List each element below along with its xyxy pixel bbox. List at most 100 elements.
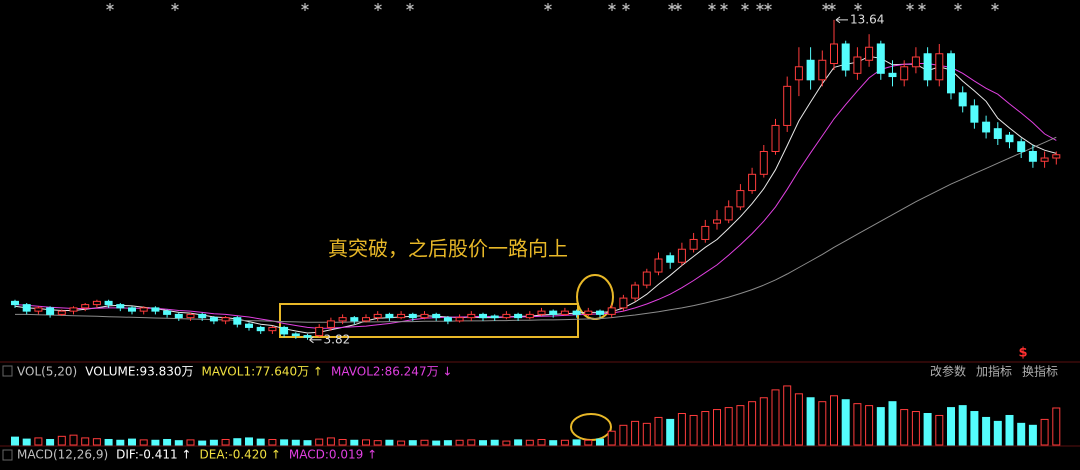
volume-bar bbox=[1040, 418, 1049, 446]
star-stroke bbox=[668, 4, 676, 10]
volume-bar bbox=[514, 439, 523, 446]
candle-body bbox=[163, 310, 172, 315]
indicator-label: MAVOL1:77.640万 ↑ bbox=[202, 365, 323, 379]
volume-bar bbox=[783, 385, 792, 446]
candle-body bbox=[736, 190, 745, 208]
candle-body bbox=[748, 173, 757, 192]
volume-bar bbox=[502, 440, 511, 446]
candle-body bbox=[467, 313, 476, 319]
candle-body bbox=[256, 326, 265, 332]
star-stroke bbox=[741, 4, 749, 10]
candle-body bbox=[677, 248, 686, 263]
candle-body bbox=[888, 72, 897, 78]
volume-bar bbox=[900, 409, 909, 446]
volume-bar bbox=[350, 439, 359, 446]
volume-bar bbox=[233, 438, 242, 446]
star-stroke bbox=[708, 4, 716, 10]
volume-bar bbox=[420, 439, 429, 446]
candle-body bbox=[970, 105, 979, 123]
ma-line bbox=[15, 136, 1057, 323]
candle-body bbox=[490, 315, 499, 319]
panel-button[interactable]: 改参数 bbox=[930, 364, 966, 379]
volume-bar bbox=[923, 413, 932, 446]
volume-bar bbox=[572, 439, 581, 446]
volume-bar bbox=[443, 440, 452, 446]
candle-body bbox=[806, 59, 815, 81]
candle-body bbox=[57, 310, 66, 315]
volume-bar bbox=[34, 437, 43, 446]
candle-body bbox=[607, 307, 616, 315]
volume-bar bbox=[724, 407, 733, 446]
panel-button[interactable]: 换指标 bbox=[1022, 364, 1058, 379]
volume-bar bbox=[326, 437, 335, 446]
volume-bar bbox=[338, 438, 347, 446]
panel-icon bbox=[2, 449, 13, 461]
star-stroke bbox=[622, 4, 630, 10]
candle-body bbox=[22, 304, 31, 312]
volume-bar bbox=[174, 440, 183, 446]
volume-bar bbox=[22, 438, 31, 446]
volume-bar bbox=[736, 405, 745, 446]
star-stroke bbox=[301, 4, 309, 10]
candle-body bbox=[771, 124, 780, 152]
indicator-label: MACD(12,26,9) bbox=[17, 448, 108, 462]
candle-body bbox=[911, 56, 920, 68]
star-stroke bbox=[822, 4, 830, 10]
candle-body bbox=[537, 310, 546, 315]
candle-body bbox=[408, 313, 417, 319]
event-markers bbox=[106, 3, 999, 11]
star-stroke bbox=[374, 4, 382, 10]
volume-bar bbox=[771, 389, 780, 446]
candle-body bbox=[151, 307, 160, 312]
candle-body bbox=[326, 320, 335, 328]
candle-body bbox=[432, 313, 441, 319]
volume-bar bbox=[853, 403, 862, 446]
volume-bar bbox=[57, 435, 66, 446]
candle-body bbox=[631, 284, 640, 299]
candle-body bbox=[560, 310, 569, 315]
signal-marker: $ bbox=[1018, 346, 1027, 361]
candle-body bbox=[841, 43, 850, 71]
star-stroke bbox=[171, 4, 179, 10]
volume-bar bbox=[806, 397, 815, 446]
volume-bar bbox=[947, 407, 955, 446]
volume-bar bbox=[315, 438, 324, 446]
candle-body bbox=[174, 313, 183, 319]
volume-bar bbox=[525, 439, 534, 446]
volume-bar bbox=[584, 439, 593, 446]
candle-body bbox=[1017, 141, 1026, 152]
indicator-label: MAVOL2:86.247万 ↓ bbox=[331, 365, 452, 379]
volume-bar bbox=[607, 430, 616, 446]
volume-bar bbox=[479, 440, 487, 446]
volume-bar bbox=[256, 438, 265, 446]
star-stroke bbox=[608, 4, 616, 10]
candle-body bbox=[268, 326, 277, 332]
volume-bar bbox=[397, 440, 406, 446]
volume-bar bbox=[841, 399, 850, 446]
candle-body bbox=[34, 307, 43, 312]
candle-body bbox=[701, 225, 710, 240]
volume-bar bbox=[245, 437, 253, 446]
volume-bar bbox=[128, 438, 136, 446]
candle-body bbox=[116, 304, 125, 309]
volume-bar bbox=[104, 438, 113, 446]
candle-body bbox=[689, 238, 698, 250]
candle-body bbox=[654, 258, 663, 273]
panel-button[interactable]: 加指标 bbox=[976, 364, 1012, 379]
candle-body bbox=[139, 307, 148, 312]
candle-body bbox=[209, 317, 218, 322]
candle-body bbox=[350, 317, 359, 322]
volume-bar bbox=[619, 424, 628, 446]
volume-bar bbox=[268, 438, 277, 446]
volume-bar bbox=[198, 440, 207, 446]
candle-body bbox=[1005, 134, 1014, 143]
candle-body bbox=[982, 121, 991, 133]
candle-body bbox=[818, 59, 827, 81]
candle-body bbox=[233, 317, 242, 325]
volume-bar bbox=[291, 439, 300, 446]
candle-body bbox=[865, 46, 874, 61]
volume-bar bbox=[970, 411, 979, 446]
volume-bar bbox=[642, 422, 651, 446]
arrow-head bbox=[835, 16, 841, 24]
candle-body bbox=[549, 310, 558, 315]
